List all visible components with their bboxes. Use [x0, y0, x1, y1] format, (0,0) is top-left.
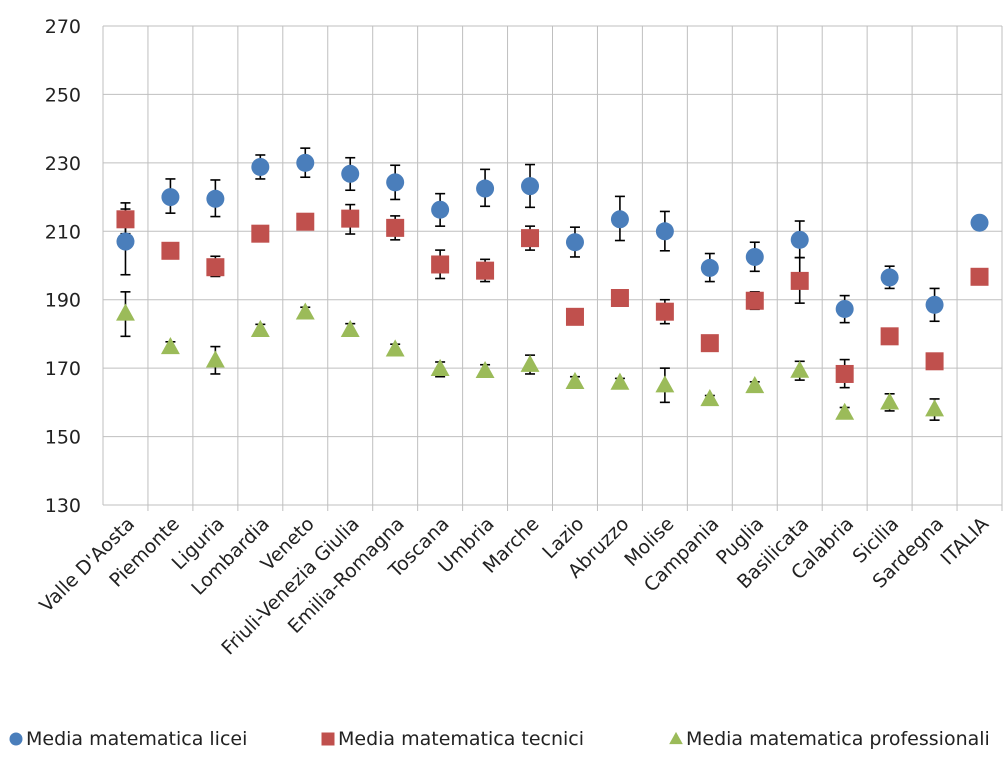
y-tick-label: 150: [45, 427, 81, 449]
point-tecnici: [341, 209, 360, 228]
y-tick-label: 130: [45, 495, 81, 517]
point-tecnici: [835, 364, 854, 383]
point-licei: [565, 233, 584, 252]
point-professionali: [790, 360, 810, 378]
point-tecnici: [610, 289, 629, 308]
point-licei: [431, 200, 450, 219]
point-tecnici: [790, 271, 809, 290]
point-professionali: [430, 358, 450, 377]
point-licei: [790, 230, 809, 249]
point-tecnici: [116, 210, 135, 229]
y-tick-label: 190: [45, 290, 81, 312]
point-tecnici: [970, 267, 989, 286]
y-tick-label: 270: [45, 16, 81, 38]
point-licei: [655, 222, 674, 241]
point-tecnici: [700, 334, 719, 353]
point-tecnici: [431, 255, 450, 274]
point-tecnici: [565, 307, 584, 326]
legend: Media matematica licei Media matematica t…: [9, 728, 990, 750]
point-licei: [476, 179, 495, 198]
point-professionali: [250, 319, 270, 338]
legend-label: Media matematica professionali: [686, 728, 990, 750]
point-tecnici: [880, 327, 899, 346]
point-professionali: [295, 302, 315, 320]
point-professionali: [835, 402, 855, 420]
point-tecnici: [476, 261, 495, 280]
point-professionali: [925, 399, 945, 417]
point-tecnici: [925, 352, 944, 371]
point-licei: [386, 173, 405, 192]
x-axis: Valle D'AostaPiemonteLiguriaLombardiaVen…: [35, 513, 993, 659]
data-marks: [116, 153, 989, 420]
legend-marker: [9, 732, 23, 746]
point-professionali: [610, 372, 630, 390]
point-licei: [521, 177, 540, 196]
point-professionali: [116, 303, 135, 321]
point-professionali: [700, 389, 720, 407]
point-tecnici: [161, 241, 180, 260]
point-licei: [116, 232, 135, 251]
point-licei: [970, 213, 989, 232]
point-professionali: [520, 354, 540, 372]
point-tecnici: [745, 291, 764, 310]
point-licei: [925, 295, 944, 314]
point-professionali: [880, 392, 900, 410]
point-professionali: [565, 371, 585, 390]
point-professionali: [745, 376, 765, 394]
point-licei: [745, 247, 764, 266]
point-licei: [880, 268, 899, 287]
point-tecnici: [251, 224, 270, 243]
legend-label: Media matematica licei: [26, 728, 247, 750]
point-tecnici: [296, 212, 315, 231]
point-tecnici: [386, 218, 405, 237]
point-licei: [206, 189, 225, 208]
point-professionali: [205, 350, 225, 368]
point-professionali: [385, 339, 405, 357]
legend-marker: [321, 732, 335, 746]
legend-label: Media matematica tecnici: [338, 728, 584, 750]
point-licei: [161, 188, 180, 207]
point-tecnici: [655, 302, 674, 321]
point-licei: [700, 258, 719, 277]
point-licei: [341, 164, 360, 183]
y-tick-label: 250: [45, 84, 81, 106]
point-licei: [296, 153, 315, 172]
point-licei: [835, 299, 854, 318]
y-tick-label: 210: [45, 221, 81, 243]
point-tecnici: [521, 229, 540, 248]
y-tick-label: 170: [45, 358, 81, 380]
point-tecnici: [206, 258, 225, 277]
y-tick-label: 230: [45, 153, 81, 175]
point-professionali: [475, 360, 495, 379]
point-professionali: [655, 375, 675, 393]
point-licei: [251, 157, 270, 176]
grid: [102, 25, 1003, 511]
x-tick-label: ITALIA: [937, 513, 994, 570]
point-licei: [610, 210, 629, 229]
point-professionali: [160, 337, 180, 355]
y-axis: 130 150 170 190 210 230 250 270: [45, 16, 81, 517]
legend-marker: [669, 731, 683, 745]
point-professionali: [340, 319, 360, 338]
